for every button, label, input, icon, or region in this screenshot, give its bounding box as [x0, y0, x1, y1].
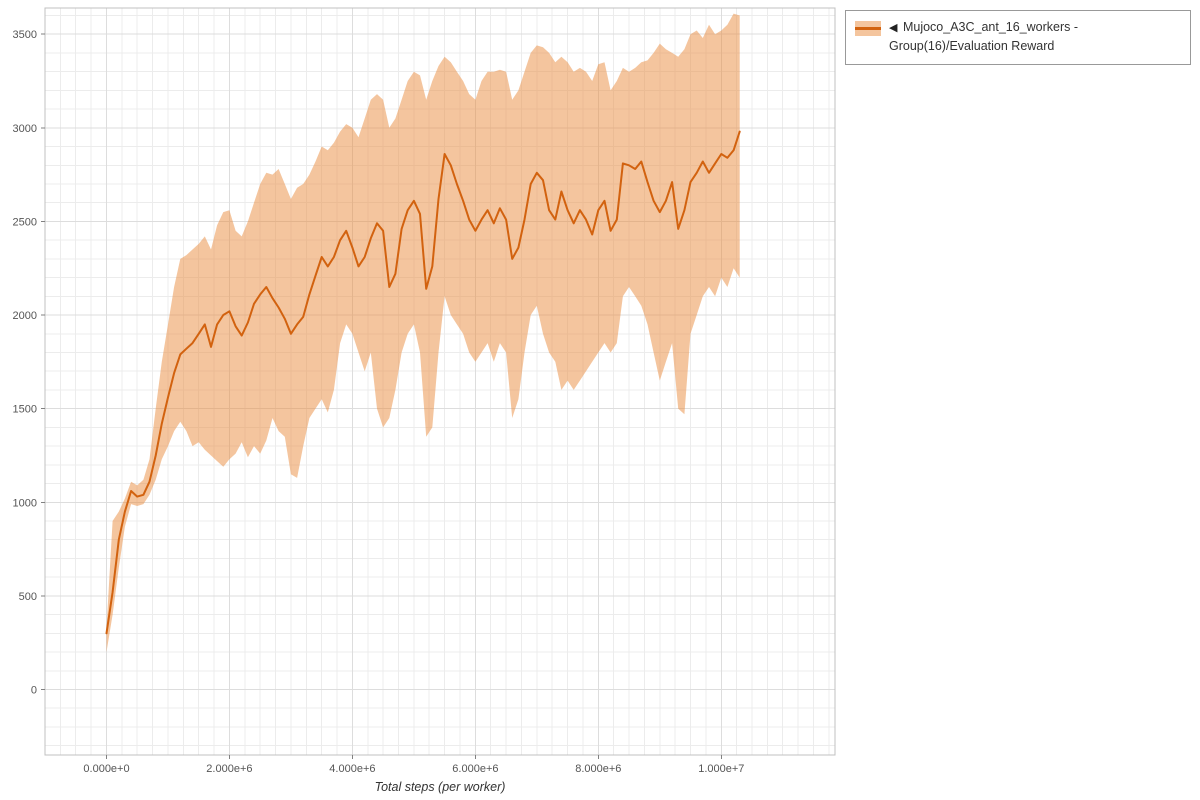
x-tick-label: 2.000e+6	[206, 763, 252, 775]
plot-border	[44, 7, 836, 756]
x-axis-title: Total steps (per worker)	[374, 780, 506, 794]
y-tick-label: 0	[31, 685, 37, 697]
legend-collapse-icon[interactable]: ◀	[889, 22, 898, 34]
legend-series-swatch-icon	[855, 21, 881, 36]
reward-band	[106, 13, 740, 653]
reward-line	[105, 130, 741, 635]
y-tick-label: 500	[19, 591, 37, 603]
legend-label: Mujoco_A3C_ant_16_workers - Group(16)/Ev…	[889, 20, 1079, 54]
x-tick-label: 4.000e+6	[329, 763, 375, 775]
legend-line-icon	[855, 27, 881, 30]
legend-entry: ◀ Mujoco_A3C_ant_16_workers - Group(16)/…	[889, 18, 1181, 57]
x-tick-label: 0.000e+0	[83, 763, 129, 775]
x-tick-label: 6.000e+6	[452, 763, 498, 775]
legend[interactable]: ◀ Mujoco_A3C_ant_16_workers - Group(16)/…	[845, 10, 1191, 65]
y-tick-label: 1000	[13, 497, 37, 509]
y-tick-label: 2000	[13, 310, 37, 322]
y-axis: 0 500 1000 1500 2000 2500 3000 3500	[13, 29, 45, 697]
x-tick-label: 8.000e+6	[575, 763, 621, 775]
y-tick-label: 2500	[13, 216, 37, 228]
x-axis: 0.000e+0 2.000e+6 4.000e+6 6.000e+6 8.000e+6…	[83, 755, 744, 775]
x-tick-label: 1.000e+7	[698, 763, 744, 775]
y-tick-label: 1500	[13, 404, 37, 416]
y-tick-label: 3000	[13, 123, 37, 135]
y-tick-label: 3500	[13, 29, 37, 41]
